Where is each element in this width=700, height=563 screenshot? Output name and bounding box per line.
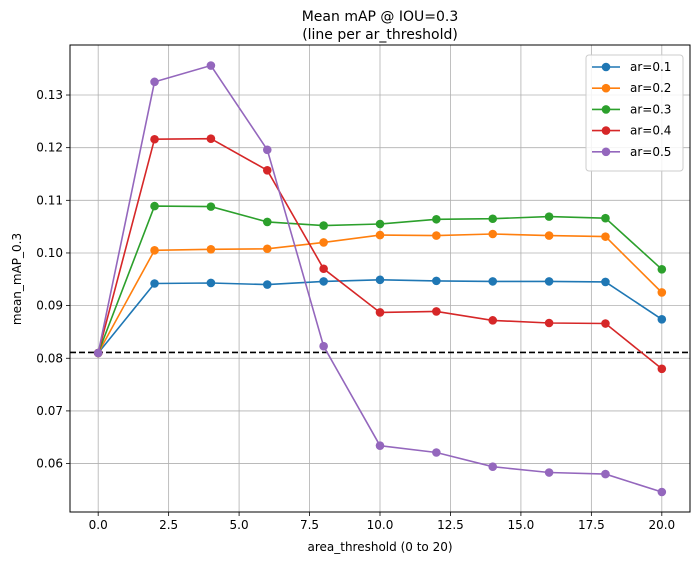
data-point	[262, 217, 272, 227]
data-point	[544, 468, 554, 477]
data-point	[657, 288, 667, 297]
data-point	[319, 277, 328, 286]
x-tick-label: 2.5	[159, 518, 178, 532]
x-tick-label: 0.0	[89, 518, 108, 532]
data-point	[488, 229, 498, 239]
data-point	[375, 441, 385, 450]
data-point	[601, 277, 610, 287]
data-point	[262, 166, 272, 175]
data-point	[206, 278, 216, 288]
data-point	[432, 214, 441, 224]
data-point	[601, 469, 610, 479]
data-point	[488, 277, 498, 286]
data-point	[262, 244, 272, 254]
legend-marker	[601, 105, 611, 114]
data-point	[432, 231, 441, 240]
legend-box	[585, 54, 684, 172]
data-point	[150, 201, 159, 211]
data-point	[432, 307, 441, 316]
legend-label: ar=0.3	[630, 102, 671, 116]
data-point	[206, 61, 216, 70]
x-tick-label: 5.0	[230, 518, 249, 532]
data-point	[488, 214, 498, 224]
y-tick-label: 0.13	[36, 88, 63, 102]
y-tick-label: 0.07	[36, 404, 63, 418]
y-tick-label: 0.11	[36, 193, 63, 207]
data-point	[432, 276, 441, 286]
data-point	[375, 308, 385, 317]
legend-marker	[601, 83, 611, 93]
data-point	[93, 348, 103, 358]
legend-label: ar=0.1	[630, 60, 671, 74]
data-point	[319, 238, 328, 247]
x-axis-label: area_threshold (0 to 20)	[307, 540, 452, 554]
data-point	[150, 246, 159, 255]
data-point	[262, 280, 272, 289]
data-point	[544, 231, 554, 240]
series-group	[93, 61, 667, 497]
legend-label: ar=0.5	[630, 145, 671, 159]
y-tick-label: 0.06	[36, 457, 63, 471]
data-point	[601, 319, 610, 328]
chart-subtitle: (line per ar_threshold)	[302, 27, 458, 43]
data-point	[375, 230, 385, 240]
data-point	[319, 341, 328, 351]
data-point	[262, 145, 272, 155]
chart-title: Mean mAP @ IOU=0.3	[302, 9, 459, 25]
data-point	[601, 213, 610, 223]
y-tick-label: 0.09	[36, 299, 63, 313]
x-tick-label: 17.5	[578, 518, 605, 532]
series-2	[93, 229, 667, 358]
x-tick-label: 12.5	[437, 518, 464, 532]
x-tick-label: 15.0	[508, 518, 535, 532]
data-point	[206, 134, 216, 144]
data-point	[657, 264, 667, 274]
data-point	[206, 244, 216, 254]
series-4	[93, 134, 667, 374]
y-tick-label: 0.12	[36, 141, 63, 155]
legend-marker	[601, 126, 611, 135]
y-axis-label: mean_mAP_0.3	[10, 233, 24, 325]
x-tick-label: 20.0	[648, 518, 675, 532]
axis-ticks: 0.0 2.5 5.0 7.5 10.0 12.5 15.0 17.5 20.0 0.06 0.07…	[36, 88, 675, 532]
data-point	[488, 316, 498, 325]
series-5	[93, 61, 667, 497]
x-tick-label: 10.0	[367, 518, 394, 532]
data-point	[544, 212, 554, 221]
data-point	[375, 219, 385, 229]
data-point	[319, 264, 328, 274]
data-point	[432, 448, 441, 457]
data-point	[150, 134, 159, 144]
data-point	[657, 315, 667, 324]
data-point	[150, 279, 159, 288]
legend-marker	[601, 147, 611, 157]
data-point	[150, 77, 159, 87]
y-tick-label: 0.10	[36, 246, 63, 260]
data-point	[657, 487, 667, 497]
x-tick-label: 7.5	[300, 518, 319, 532]
data-point	[544, 277, 554, 286]
data-point	[206, 202, 216, 211]
data-point	[375, 275, 385, 285]
data-point	[319, 221, 328, 230]
legend-marker	[601, 62, 611, 72]
y-tick-label: 0.08	[36, 351, 63, 365]
legend-label: ar=0.4	[630, 124, 671, 138]
data-point	[488, 462, 498, 472]
data-point	[657, 364, 667, 374]
data-point	[544, 318, 554, 328]
legend-label: ar=0.2	[630, 81, 671, 95]
legend: ar=0.1 ar=0.2 ar=0.3 ar=0.4 ar=0.5	[585, 54, 684, 172]
data-point	[601, 232, 610, 241]
